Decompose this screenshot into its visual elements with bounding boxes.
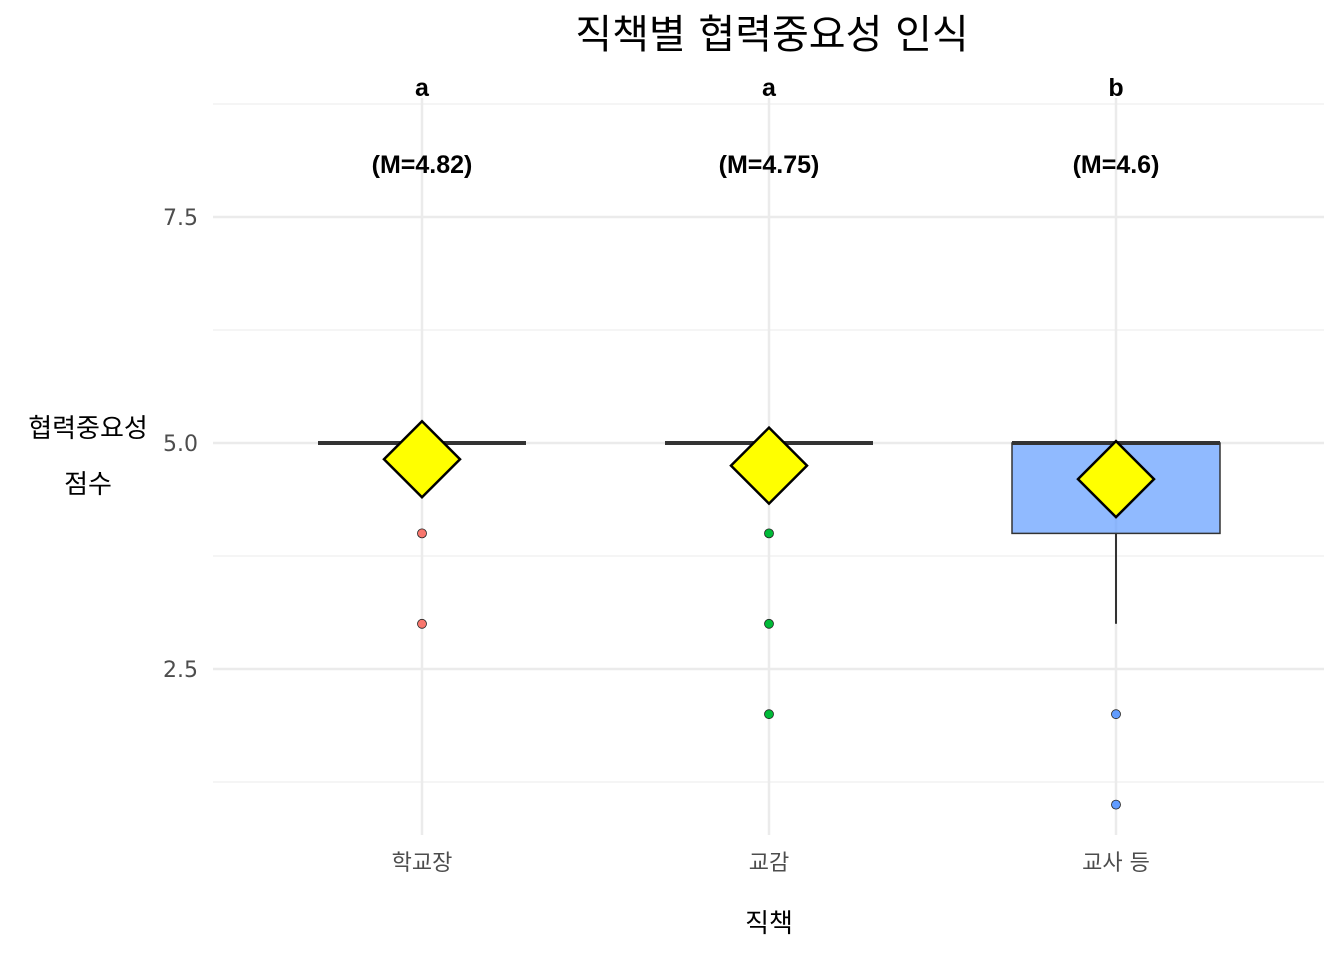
group-letter: a: [762, 74, 777, 102]
outlier-point: [417, 528, 427, 539]
y-tick-label: 5.0: [163, 432, 198, 457]
axis-ticks: 2.5 5.0 7.5 학교장 교감 교사 등: [163, 206, 1150, 876]
group-letter: a: [415, 74, 430, 102]
x-axis-title: 직책: [745, 909, 793, 939]
group-letter: b: [1108, 74, 1123, 102]
y-axis-title-line1: 협력중요성: [28, 414, 148, 444]
mean-label: (M=4.6): [1073, 151, 1160, 179]
y-axis-title-line2: 점수: [64, 470, 112, 500]
chart-title: 직책별 협력중요성 인식: [575, 12, 968, 58]
mean-label: (M=4.75): [719, 151, 820, 179]
boxplots: [318, 419, 1221, 810]
mean-marker: [1076, 439, 1156, 519]
annotations: a (M=4.82) a (M=4.75) b (M=4.6): [372, 74, 1160, 179]
x-tick-label: 교사 등: [1082, 851, 1150, 876]
outlier-point: [1111, 709, 1121, 720]
mean-marker: [382, 419, 462, 500]
x-tick-label: 학교장: [392, 851, 453, 876]
outlier-point: [764, 709, 774, 720]
outlier-point: [417, 618, 427, 629]
outlier-point: [764, 528, 774, 539]
y-tick-label: 2.5: [163, 658, 198, 683]
y-tick-label: 7.5: [163, 206, 198, 231]
x-tick-label: 교감: [749, 851, 789, 876]
mean-marker: [729, 425, 809, 506]
outlier-point: [1111, 799, 1121, 810]
outlier-point: [764, 618, 774, 629]
mean-label: (M=4.82): [372, 151, 473, 179]
